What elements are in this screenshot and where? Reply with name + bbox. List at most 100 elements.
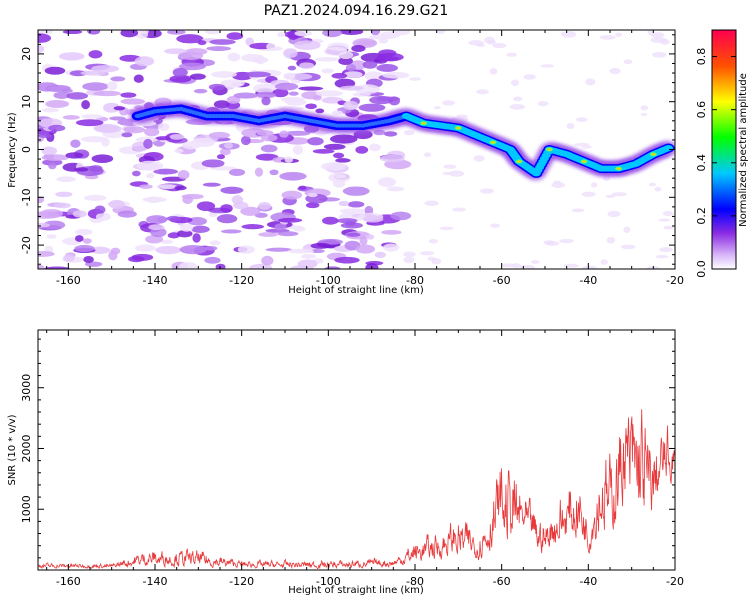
spectrogram-noise-cell: [492, 42, 507, 49]
spectrogram-noise-cell: [38, 264, 45, 269]
spectrogram-noise-cell: [419, 251, 435, 256]
spectrogram-noise-cell: [376, 64, 398, 72]
spectrogram-noise-cell: [74, 235, 84, 242]
colorbar-tick-label: 0.4: [695, 154, 708, 172]
ridge-peak-center: [517, 160, 521, 163]
spectrogram-noise-cell: [523, 74, 536, 80]
spectrogram-noise-cell: [216, 154, 226, 160]
spectrogram-noise-cell: [176, 230, 193, 238]
spectrogram-noise-cell: [74, 244, 95, 253]
spectrogram-noise-cell: [329, 134, 358, 144]
spectrogram-noise-cell: [228, 168, 246, 177]
spectrogram-noise-cell: [311, 248, 325, 254]
spectrogram-noise-cell: [278, 217, 303, 223]
ridge-peak-center: [491, 141, 495, 144]
spectrogram-noise-cell: [368, 143, 381, 152]
spectrogram-noise-cell: [365, 262, 379, 269]
spectrogram-noise-cell: [315, 108, 325, 114]
snr-x-axis: -160 -140 -120 -100 -80 -60 -40 -20: [46, 330, 684, 588]
ridge-inner: [664, 145, 673, 152]
spectrogram-noise-cell: [48, 162, 57, 170]
spectrogram-noise-cell: [94, 205, 106, 214]
spectrogram-noise-cell: [351, 45, 366, 52]
spectrogram-noise-cell: [382, 71, 410, 79]
spectrogram-noise-cell: [66, 92, 89, 100]
colorbar-label: Normalized spectral amplitude: [738, 73, 749, 227]
spectrogram-noise-cell: [602, 176, 611, 181]
spectrogram-noise-cell: [55, 191, 73, 198]
spectrogram-noise-cell: [305, 103, 317, 110]
ridge-peak-center: [582, 160, 586, 163]
snr-y-tick-label: 1000: [20, 495, 33, 523]
colorbar-frame: [711, 29, 737, 270]
spectrogram-noise-cell: [362, 215, 384, 223]
spectrogram-noise-cell: [439, 226, 455, 231]
spectrogram-noise-cell: [83, 194, 107, 201]
spectrogram-noise-cell: [157, 123, 170, 131]
spectrogram-y-tick-label: -20: [20, 236, 33, 254]
spectrogram-noise-cell: [340, 222, 364, 229]
spectrogram-noise-cell: [559, 238, 574, 244]
spectrogram-noise-cell: [403, 251, 416, 258]
spectrogram-noise-cell: [110, 76, 126, 82]
spectrogram-noise-cell: [191, 225, 210, 233]
spectrogram-noise-cell: [284, 156, 294, 163]
spectrogram-noise-cell: [253, 83, 278, 94]
spectrogram-noise-cell: [38, 251, 55, 257]
spectrogram-noise-cell: [301, 253, 316, 259]
spectrogram-noise-cell: [388, 96, 401, 106]
spectrogram-noise-cell: [53, 202, 71, 209]
spectrogram-noise-cell: [390, 211, 412, 221]
spectrogram-x-axis: -160 -140 -120 -100 -80 -60 -40 -20: [46, 30, 684, 287]
spectrogram-noise-cell: [72, 210, 87, 218]
spectrogram-noise-cell: [244, 71, 272, 78]
snr-frame: [37, 329, 676, 571]
spectrogram-noise-cell: [138, 184, 153, 189]
spectrogram-noise-cell: [315, 90, 344, 97]
spectrogram-noise-cell: [623, 226, 631, 233]
spectrogram-y-tick-label: -10: [20, 188, 33, 206]
spectrogram-noise-cell: [75, 119, 104, 127]
spectrogram-noise-cell: [379, 154, 405, 163]
spectrogram-noise-cell: [120, 92, 137, 98]
spectrogram-noise-cell: [500, 263, 515, 268]
spectrogram-noise-cell: [240, 206, 261, 216]
spectrogram-noise-cell: [258, 201, 272, 210]
spectrogram-noise-cell: [651, 32, 665, 38]
spectrogram-noise-cell: [178, 261, 198, 269]
spectrogram-noise-cell: [575, 117, 588, 122]
spectrogram-noise-cell: [338, 200, 350, 207]
spectrogram-noise-cell: [511, 79, 520, 87]
spectrogram-noise-cell: [95, 124, 122, 133]
spectrogram-noise-cell: [640, 105, 649, 111]
spectrogram-noise-cell: [41, 107, 60, 113]
spectrogram-noise-cell: [279, 171, 307, 181]
spectrogram-noise-cell: [40, 209, 64, 219]
spectrogram-noise-cell: [174, 148, 184, 154]
spectrogram-noise-cell: [144, 127, 160, 137]
spectrogram-background-speckle: [38, 30, 674, 269]
spectrogram-noise-cell: [611, 192, 628, 197]
spectrogram-noise-cell: [134, 30, 149, 39]
snr-x-label: Height of straight line (km): [288, 585, 424, 596]
spectrogram-y-label: Frequency (Hz): [7, 112, 18, 188]
spectrogram-noise-cell: [38, 222, 51, 228]
spectrogram-noise-cell: [623, 59, 633, 65]
spectrogram-noise-cell: [269, 169, 279, 176]
spectrogram-noise-cell: [315, 57, 340, 62]
spectrogram-noise-cell: [443, 164, 457, 169]
spectrogram-x-tick-label: -160: [56, 274, 81, 287]
spectrogram-noise-cell: [108, 199, 125, 209]
spectrogram-noise-cell: [436, 30, 445, 35]
spectrogram-noise-cell: [38, 44, 45, 54]
spectrogram-noise-cell: [347, 201, 365, 208]
spectrogram-noise-cell: [428, 238, 439, 244]
spectrogram-noise-cell: [383, 131, 398, 137]
spectrogram-y-tick-label: 10: [20, 95, 33, 109]
snr-x-tick-label: -80: [406, 575, 424, 588]
spectrogram-noise-cell: [424, 200, 439, 207]
spectrogram-noise-cell: [609, 67, 621, 75]
spectrogram-noise-cell: [368, 35, 395, 40]
spectrogram-noise-cell: [312, 95, 322, 101]
